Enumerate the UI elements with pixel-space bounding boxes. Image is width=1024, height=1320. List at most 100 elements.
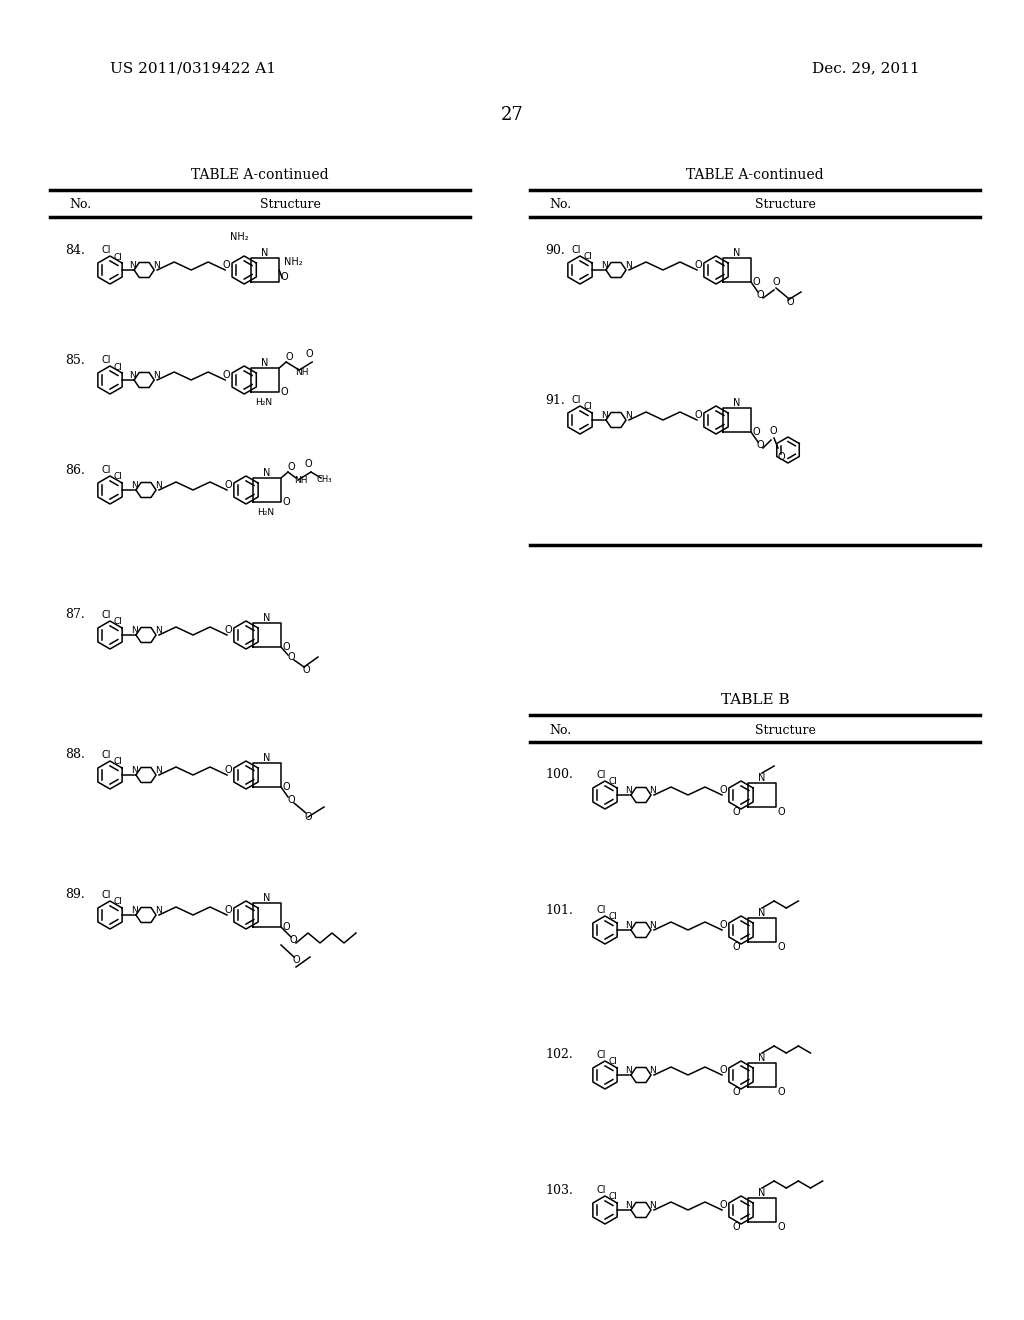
Text: Cl: Cl xyxy=(101,610,111,620)
Text: N: N xyxy=(649,921,656,931)
Text: O: O xyxy=(292,954,300,965)
Text: N: N xyxy=(759,908,766,917)
Text: US 2011/0319422 A1: US 2011/0319422 A1 xyxy=(110,61,276,75)
Text: O: O xyxy=(777,942,784,952)
Text: O: O xyxy=(281,272,288,282)
Text: N: N xyxy=(129,371,135,380)
Text: 85.: 85. xyxy=(65,354,85,367)
Text: Cl: Cl xyxy=(114,756,123,766)
Text: Cl: Cl xyxy=(584,403,593,411)
Text: Cl: Cl xyxy=(114,363,123,372)
Text: H₂N: H₂N xyxy=(257,508,274,517)
Text: Structure: Structure xyxy=(259,198,321,211)
Text: Cl: Cl xyxy=(596,770,606,780)
Text: N: N xyxy=(759,1188,766,1199)
Text: N: N xyxy=(649,1067,656,1074)
Text: 103.: 103. xyxy=(545,1184,572,1196)
Text: O: O xyxy=(777,1086,784,1097)
Text: N: N xyxy=(649,1201,656,1210)
Text: Cl: Cl xyxy=(114,473,123,480)
Text: O: O xyxy=(287,462,295,473)
Text: N: N xyxy=(625,261,632,271)
Text: O: O xyxy=(287,795,295,805)
Text: N: N xyxy=(131,906,137,915)
Text: O: O xyxy=(224,480,231,490)
Text: Cl: Cl xyxy=(608,777,617,785)
Text: 90.: 90. xyxy=(545,243,565,256)
Text: Cl: Cl xyxy=(101,465,111,475)
Text: N: N xyxy=(626,921,633,931)
Text: O: O xyxy=(287,652,295,663)
Text: O: O xyxy=(694,411,701,420)
Text: N: N xyxy=(155,626,162,635)
Text: N: N xyxy=(649,785,656,795)
Text: Cl: Cl xyxy=(571,246,581,255)
Text: O: O xyxy=(777,807,784,817)
Text: O: O xyxy=(753,426,760,437)
Text: 100.: 100. xyxy=(545,768,572,781)
Text: O: O xyxy=(305,348,313,359)
Text: O: O xyxy=(222,260,230,271)
Text: No.: No. xyxy=(69,198,91,211)
Text: N: N xyxy=(733,248,740,257)
Text: 86.: 86. xyxy=(65,463,85,477)
Text: Cl: Cl xyxy=(584,252,593,261)
Text: NH₂: NH₂ xyxy=(229,232,249,242)
Text: O: O xyxy=(289,935,297,945)
Text: Structure: Structure xyxy=(755,198,815,211)
Text: O: O xyxy=(732,942,739,952)
Text: O: O xyxy=(719,1065,727,1074)
Text: O: O xyxy=(753,277,760,286)
Text: O: O xyxy=(694,260,701,271)
Text: H₂N: H₂N xyxy=(256,399,272,407)
Text: O: O xyxy=(302,665,310,675)
Text: N: N xyxy=(261,358,269,368)
Text: 87.: 87. xyxy=(65,609,85,622)
Text: N: N xyxy=(131,480,137,490)
Text: 102.: 102. xyxy=(545,1048,572,1061)
Text: Cl: Cl xyxy=(608,1192,617,1201)
Text: Cl: Cl xyxy=(596,1049,606,1060)
Text: O: O xyxy=(283,921,290,932)
Text: Cl: Cl xyxy=(101,750,111,760)
Text: N: N xyxy=(155,766,162,775)
Text: O: O xyxy=(786,297,794,308)
Text: Cl: Cl xyxy=(101,355,111,366)
Text: No.: No. xyxy=(549,723,571,737)
Text: NH: NH xyxy=(296,368,309,378)
Text: O: O xyxy=(224,766,231,775)
Text: O: O xyxy=(777,451,784,462)
Text: N: N xyxy=(601,411,607,420)
Text: O: O xyxy=(732,1222,739,1232)
Text: O: O xyxy=(732,807,739,817)
Text: O: O xyxy=(719,1200,727,1210)
Text: Cl: Cl xyxy=(114,252,123,261)
Text: N: N xyxy=(263,894,270,903)
Text: O: O xyxy=(286,352,293,362)
Text: O: O xyxy=(777,1222,784,1232)
Text: O: O xyxy=(756,440,764,450)
Text: O: O xyxy=(222,370,230,380)
Text: N: N xyxy=(131,766,137,775)
Text: N: N xyxy=(131,626,137,635)
Text: N: N xyxy=(625,411,632,420)
Text: 88.: 88. xyxy=(65,748,85,762)
Text: Cl: Cl xyxy=(596,906,606,915)
Text: Structure: Structure xyxy=(755,723,815,737)
Text: O: O xyxy=(304,812,312,822)
Text: O: O xyxy=(732,1086,739,1097)
Text: O: O xyxy=(281,387,288,397)
Text: N: N xyxy=(155,906,162,915)
Text: N: N xyxy=(261,248,269,257)
Text: O: O xyxy=(224,624,231,635)
Text: 84.: 84. xyxy=(65,243,85,256)
Text: O: O xyxy=(719,920,727,931)
Text: TABLE B: TABLE B xyxy=(721,693,790,708)
Text: N: N xyxy=(263,752,270,763)
Text: Dec. 29, 2011: Dec. 29, 2011 xyxy=(812,61,920,75)
Text: N: N xyxy=(155,480,162,490)
Text: O: O xyxy=(772,277,780,286)
Text: O: O xyxy=(769,426,777,436)
Text: Cl: Cl xyxy=(101,246,111,255)
Text: O: O xyxy=(304,459,312,469)
